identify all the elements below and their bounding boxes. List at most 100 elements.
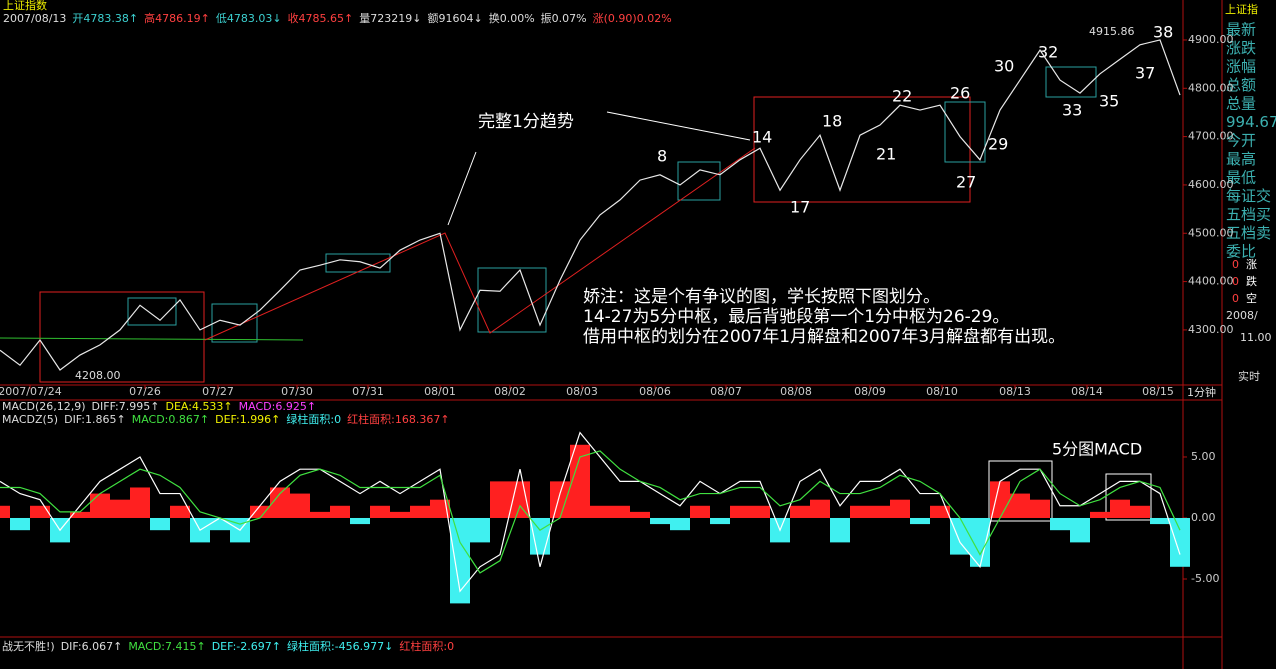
sidebar-label: 994.67 [1226,113,1276,131]
macd-bar [850,505,870,518]
indicator-field: DIFF:7.995↑ [92,400,160,413]
point-label: 30 [994,57,1014,76]
macd-bar [690,505,710,518]
x-tick-label: 08/01 [424,385,456,398]
indicator-field: DEA:4.533↑ [165,400,232,413]
macd-bar [890,499,910,518]
macd-bar [570,444,590,518]
x-tick-label: 08/09 [854,385,886,398]
x-tick-label: 07/31 [352,385,384,398]
macd-bar [1150,517,1170,525]
header-field: 换0.00% [489,11,535,25]
point-label: 32 [1038,43,1058,62]
indicator-field: DIF:1.865↑ [64,413,126,426]
high-label: 4915.86 [1089,25,1135,38]
macd-bar [870,505,890,518]
x-tick-label: 2007/07/24 [0,385,62,398]
macd-bar [30,505,50,518]
macd-bar [470,517,490,543]
sidebar-label: 每证交 [1226,187,1271,205]
x-tick-label: 08/08 [780,385,812,398]
macd-bar [1170,517,1190,567]
sidebar-extra: 2008/ [1226,309,1258,322]
point-label: 38 [1153,23,1173,42]
header-field: 开4783.38↑ [72,12,138,25]
macd-bar [10,517,30,531]
macd-bar [1050,517,1070,531]
note-line: 娇注：这是个有争议的图，学长按照下图划分。 [583,287,940,307]
macd-bar [1010,493,1030,518]
macd-note: 5分图MACD [1052,440,1142,459]
sidebar-label: 委比 [1226,243,1256,261]
point-label: 14 [752,128,772,147]
point-label: 27 [956,173,976,192]
macd-bar [370,505,390,518]
indicator-field: 绿柱面积:0 [286,412,341,426]
macd-bar [390,511,410,518]
header-field: 振0.07% [541,11,587,25]
pivot-box [677,161,721,201]
sidebar-count: 0 [1232,292,1239,305]
point-label: 21 [876,145,896,164]
indicator-field: MACD(26,12,9) [2,400,86,413]
x-tick-label: 08/07 [710,385,742,398]
macd-bar [970,517,990,567]
x-tick-label: 07/27 [202,385,234,398]
sidebar-count: 涨 [1246,258,1257,271]
macd-bar [950,517,970,555]
note-line: 借用中枢的划分在2007年1月解盘和2007年3月解盘都有出现。 [583,327,1065,347]
macd-bar [730,505,750,518]
header-field: 2007/08/13 [3,12,66,25]
y-tick-label: 4400.00 [1188,275,1234,288]
sidebar-label: 总额 [1226,76,1256,94]
header-field: 量723219↓ [359,12,421,25]
macd-bar [250,505,270,518]
macd-bar [430,499,450,518]
point-label: 33 [1062,101,1082,120]
macd-bar [630,511,650,518]
x-tick-label: 08/03 [566,385,598,398]
indicator-field: MACD:7.415↑ [128,640,205,653]
header-field: 高4786.19↑ [144,11,210,25]
y-tick-label: 4300.00 [1188,323,1234,336]
macd-bar [130,487,150,518]
zone-box [39,291,205,383]
zone-box [753,96,971,203]
macd-bar [70,511,90,518]
x-tick-label: 08/06 [639,385,671,398]
indicator-field: DIF:6.067↑ [61,640,123,653]
indicator-field: MACD:6.925↑ [239,400,316,413]
sidebar-label: 五档卖 [1226,224,1271,242]
header-field: 涨(0.90)0.02% [593,12,672,25]
trend-line [204,147,756,341]
macd-bar [1090,511,1110,518]
macd-bar [1070,517,1090,543]
indicator-field: MACDZ(5) [2,413,58,426]
sidebar-extra: 实时 [1238,369,1260,383]
price-line [0,39,1181,371]
macd-bar [530,517,550,555]
y-tick-label: 4700.00 [1188,130,1234,143]
point-label: 17 [790,198,810,217]
x-tick-label: 08/10 [926,385,958,398]
header-field: 低4783.03↓ [216,12,282,25]
indicator-field: MACD:0.867↑ [132,413,209,426]
x-tick-label: 08/14 [1071,385,1103,398]
macd-bar [550,481,570,518]
macd-bar [1130,505,1150,518]
sidebar-count: 跌 [1246,274,1257,288]
sidebar-label: 最新 [1226,21,1256,39]
macd-bar [810,499,830,518]
pivot-box [1045,66,1097,98]
macd-bar [90,493,110,518]
macd-line [0,431,1181,593]
point-label: 8 [657,147,667,166]
y-tick-label: 5.00 [1191,450,1216,463]
macd-bar [830,517,850,543]
macd-bar [150,517,170,531]
pointer [606,111,751,141]
macd-bar [590,505,610,518]
sidebar-count: 空 [1246,291,1257,305]
note-line: 14-27为5分中枢，最后背驰段第一个1分中枢为26-29。 [583,307,1009,327]
